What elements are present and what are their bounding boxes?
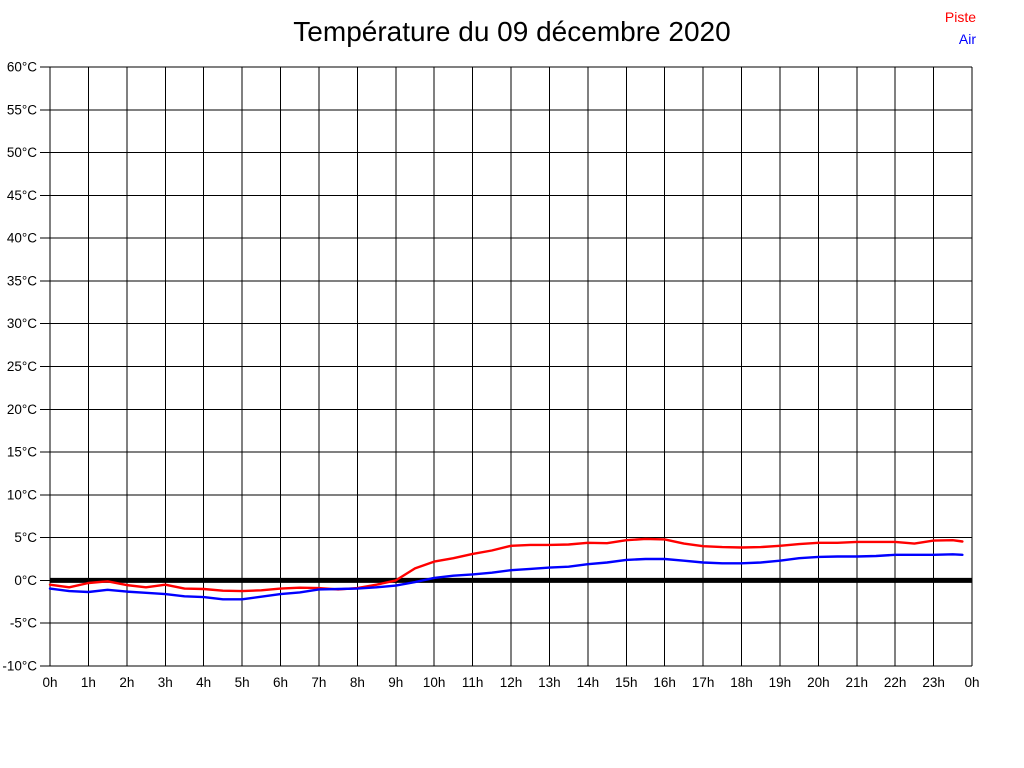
y-tick-label: 45°C [7, 188, 37, 203]
y-tick-label: 55°C [7, 102, 37, 117]
x-tick-label: 14h [577, 675, 600, 690]
chart-legend: Piste Air [945, 6, 976, 50]
chart-title: Température du 09 décembre 2020 [293, 16, 731, 47]
y-tick-label: 10°C [7, 487, 37, 502]
y-tick-label: 60°C [7, 60, 37, 75]
x-tick-label: 18h [730, 675, 753, 690]
x-tick-label: 16h [653, 675, 676, 690]
y-tick-label: 5°C [14, 530, 37, 545]
x-tick-label: 0h [964, 675, 979, 690]
air-temperature-line [48, 553, 964, 601]
y-tick-label: 20°C [7, 402, 37, 417]
y-tick-label: -10°C [2, 659, 37, 674]
piste-temperature-line [48, 537, 964, 593]
legend-label-air: Air [958, 31, 976, 47]
x-tick-label: 22h [884, 675, 907, 690]
x-tick-label: 11h [462, 675, 484, 690]
x-tick-label: 7h [311, 675, 326, 690]
x-tick-label: 23h [922, 675, 945, 690]
x-tick-label: 10h [423, 675, 446, 690]
x-tick-label: 12h [500, 675, 523, 690]
x-tick-label: 6h [273, 675, 288, 690]
x-tick-label: 0h [42, 675, 57, 690]
y-tick-label: 15°C [7, 445, 37, 460]
legend-label-piste: Piste [944, 9, 976, 25]
y-tick-label: 40°C [7, 231, 37, 246]
y-tick-label: 35°C [7, 273, 37, 288]
x-tick-label: 3h [158, 675, 173, 690]
x-tick-label: 9h [388, 675, 403, 690]
x-tick-label: 17h [692, 675, 715, 690]
y-tick-label: -5°C [10, 616, 37, 631]
y-tick-label: 0°C [14, 573, 37, 588]
y-tick-label: 50°C [7, 145, 37, 160]
x-tick-label: 19h [769, 675, 792, 690]
x-tick-label: 21h [845, 675, 868, 690]
x-tick-label: 4h [196, 675, 211, 690]
x-tick-label: 20h [807, 675, 830, 690]
x-tick-label: 13h [538, 675, 561, 690]
x-tick-label: 5h [235, 675, 250, 690]
x-tick-label: 2h [119, 675, 134, 690]
y-tick-label: 25°C [7, 359, 37, 374]
x-tick-label: 15h [615, 675, 638, 690]
x-tick-label: 8h [350, 675, 365, 690]
x-tick-label: 1h [81, 675, 96, 690]
y-tick-label: 30°C [7, 316, 37, 331]
